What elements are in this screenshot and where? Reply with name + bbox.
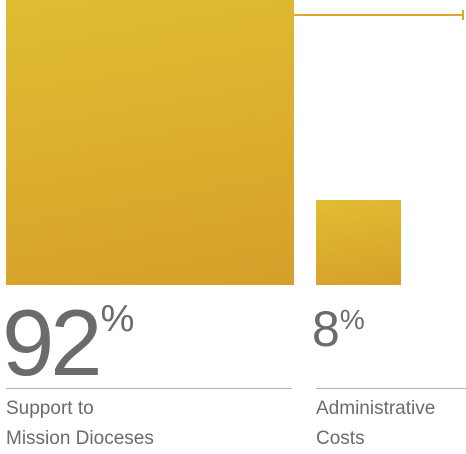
label-rule-administrative-costs <box>316 388 466 389</box>
percent-value: 92 <box>2 290 103 395</box>
category-label-line: Mission Dioceses <box>6 428 154 449</box>
category-label-support-to-mission-dioceses: Support to Mission Dioceses <box>6 394 154 454</box>
label-rule-support-to-mission-dioceses <box>6 388 292 389</box>
bar-support-to-mission-dioceses <box>6 0 294 285</box>
category-label-administrative-costs: Administrative Costs <box>316 394 435 454</box>
percent-sign: % <box>339 304 365 335</box>
category-label-line: Support to <box>6 398 94 419</box>
percent-support-to-mission-dioceses: 92% <box>2 296 134 390</box>
top-rule-right-cap <box>462 10 464 20</box>
bar-administrative-costs <box>316 200 401 285</box>
percent-administrative-costs: 8% <box>312 304 365 354</box>
category-label-line: Costs <box>316 428 365 449</box>
percent-sign: % <box>100 298 135 340</box>
category-label-line: Administrative <box>316 398 436 419</box>
percent-value: 8 <box>312 301 340 357</box>
